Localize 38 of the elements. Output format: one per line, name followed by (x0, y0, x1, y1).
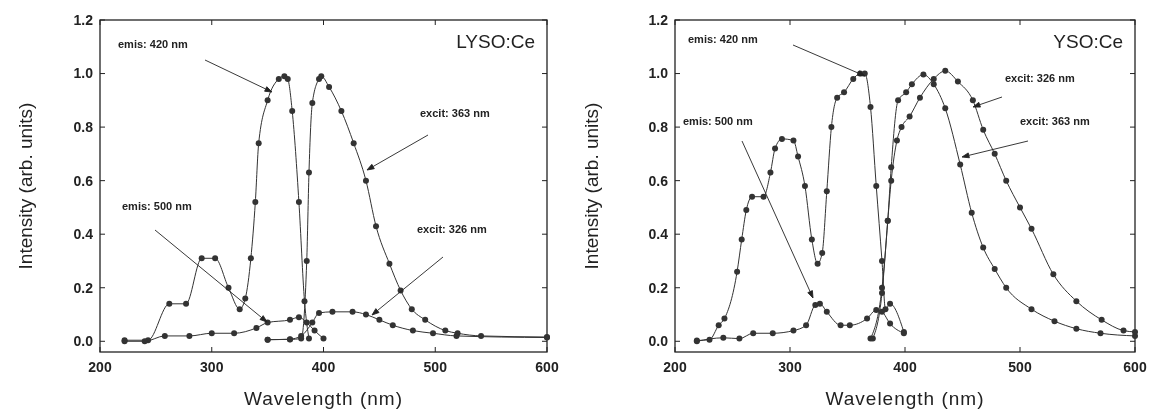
annotation: emis: 500 nm (683, 115, 753, 127)
y-tick-label: 0.8 (73, 119, 94, 135)
y-tick-label: 0.2 (73, 279, 94, 296)
y-axis-title: Intensity (arb. units) (581, 102, 602, 270)
y-tick-label: 0.0 (73, 333, 94, 350)
annotation: emis: 420 nm (688, 33, 758, 45)
text: YSO:Ce (1053, 31, 1123, 52)
x-tick-label: 200 (663, 359, 687, 375)
x-tick-label: 400 (893, 359, 917, 375)
x-tick-label: 500 (423, 359, 448, 375)
y-tick-label: 1.0 (73, 65, 94, 82)
y-tick-label: 1.0 (648, 65, 669, 82)
x-tick-label: 500 (1008, 359, 1032, 375)
y-tick-label: 0.6 (73, 172, 94, 189)
x-tick-label: 300 (778, 359, 802, 375)
y-tick-label: 0.6 (648, 172, 669, 189)
x-axis-title: Wavelength (nm) (244, 388, 403, 409)
annotation: emis: 500 nm (122, 200, 192, 212)
x-axis-title: Wavelength (nm) (825, 388, 985, 409)
annotation: emis: 420 nm (118, 38, 188, 50)
y-tick-label: 0.4 (73, 226, 94, 243)
y-tick-label: 0.4 (648, 226, 669, 243)
y-tick-label: 0.8 (648, 119, 669, 135)
x-tick-label: 600 (535, 359, 559, 375)
x-tick-label: 200 (88, 359, 112, 375)
text: LYSO:Ce (456, 31, 535, 52)
y-axis-title: Intensity (arb. units) (15, 102, 36, 270)
y-tick-label: 1.2 (73, 11, 94, 28)
y-tick-label: 1.2 (648, 11, 669, 28)
y-tick-label: 0.0 (648, 333, 669, 350)
annotation: excit: 363 nm (420, 107, 490, 119)
x-tick-label: 400 (311, 359, 336, 375)
annotation: excit: 326 nm (1005, 72, 1075, 84)
annotation: excit: 326 nm (417, 223, 487, 235)
x-tick-label: 600 (1123, 359, 1147, 375)
y-tick-label: 0.2 (648, 279, 669, 296)
x-tick-label: 300 (200, 359, 224, 375)
annotation: excit: 363 nm (1020, 115, 1090, 127)
